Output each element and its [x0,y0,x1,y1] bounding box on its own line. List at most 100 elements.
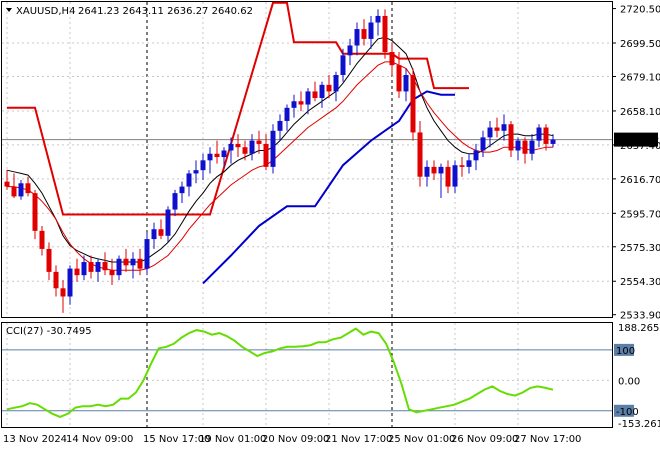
candle-body [242,147,248,154]
candle-body [130,258,136,266]
candle-body [263,143,269,167]
x-tick-label: 21 Nov 17:00 [325,434,392,445]
y-tick-label: 2658.10 [620,107,660,118]
candle-body [410,75,416,133]
candle-body [151,229,157,240]
candle-body [25,183,31,194]
candle-body [473,150,479,161]
candle-body [46,248,52,272]
y-tick-label: 2699.50 [620,39,660,50]
current-price-badge [614,132,658,147]
support-trend-line [202,90,455,285]
cci-axis: 188.2656 100 0.00 -100-153.2616 [614,323,660,430]
candle-body [487,127,493,138]
candle-body [95,262,101,272]
candle-body [375,15,381,23]
candle-body [403,75,409,92]
candle-body [340,55,346,76]
candle-body [382,15,388,53]
candle-body [11,186,17,197]
candle-body [18,183,24,197]
candle-body [116,258,122,276]
candle-body [501,124,507,131]
candle-body [522,140,528,154]
y-tick-label: 2595.70 [620,209,660,220]
candle-body [536,127,542,141]
candle-body [137,258,143,269]
candles [4,9,556,313]
candle-body [298,101,304,105]
resistance-trend-line [7,1,469,216]
candle-body [529,140,535,154]
candle-body [417,132,423,177]
candle-body [102,262,108,271]
cci-tick-label: 0.00 [618,376,640,387]
x-tick-label: 19 Nov 01:00 [199,434,266,445]
candle-body [221,150,227,158]
x-tick-label: 14 Nov 09:00 [66,434,133,445]
dropdown-triangle-icon [6,8,12,12]
symbol-label: XAUUSD,H4 [16,6,75,17]
candle-body [81,262,87,276]
candle-body [67,268,73,297]
candle-body [228,143,234,151]
candle-body [480,137,486,151]
candle-body [445,166,451,187]
x-tick-label: 27 Nov 17:00 [514,434,581,445]
candle-body [277,120,283,131]
candle-body [123,258,129,266]
candle-body [550,139,556,144]
current-price-label: 2640.62 [618,136,659,147]
candle-body [459,165,465,167]
candle-body [354,29,360,46]
y-tick-label: 2575.30 [620,243,660,254]
candle-body [361,29,367,39]
candle-body [396,65,402,92]
candle-body [39,230,45,249]
candle-body [508,124,514,151]
candle-body [270,130,276,167]
x-tick-label: 25 Nov 01:00 [388,434,455,445]
candle-body [389,52,395,66]
candle-body [368,22,374,39]
candle-body [452,165,458,187]
trend-lines [7,1,469,285]
candle-body [305,91,311,105]
candle-body [333,75,339,92]
candle-body [88,262,94,272]
candle-body [193,170,199,174]
candle-body [438,166,444,174]
cci-level-badge [614,343,634,356]
candle-body [319,84,325,98]
candle-body [53,271,59,289]
cci-tick-label: -100 [616,407,639,418]
cci-level-badge [614,404,634,417]
y-tick-label: 2720.50 [620,5,660,16]
candle-body [515,140,521,151]
cci-tick-label: -153.2616 [618,419,660,430]
cci-tick-label: 188.2656 [618,323,660,334]
y-tick-label: 2554.30 [620,277,660,288]
candle-body [424,166,430,177]
candle-body [158,229,164,236]
ohlc-values: 2641.23 2643.11 2636.27 2640.62 [78,6,253,17]
candle-body [291,101,297,108]
x-tick-label: 15 Nov 17:00 [143,434,210,445]
candle-body [172,193,178,210]
candle-body [4,181,10,187]
candle-body [144,239,150,269]
candle-body [207,153,213,161]
y-tick-label: 2533.90 [620,311,660,322]
candle-body [214,153,220,158]
candle-body [249,140,255,154]
candle-body [200,160,206,171]
cci-tick-label: 100 [616,346,635,357]
x-tick-label: 20 Nov 09:00 [262,434,329,445]
x-tick-label: 13 Nov 2024 [3,434,67,445]
candle-body [347,45,353,56]
x-tick-label: 26 Nov 09:00 [451,434,518,445]
price-axis: 2720.502699.502679.102658.102637.402616.… [612,5,660,322]
cci-label: CCI(27) -30.7495 [6,326,92,337]
